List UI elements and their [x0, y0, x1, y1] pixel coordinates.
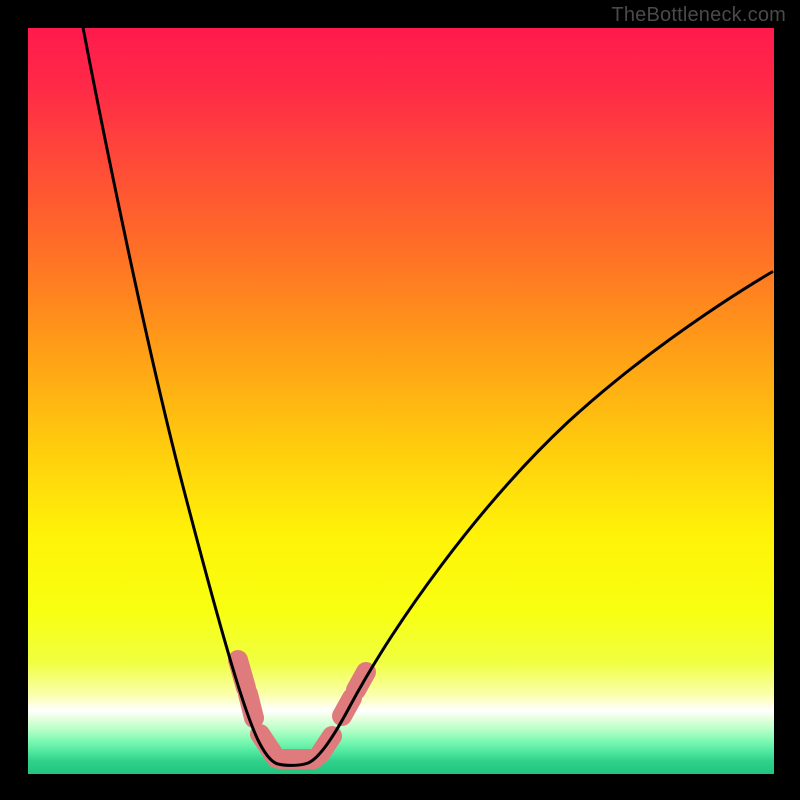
chart-svg	[28, 28, 774, 774]
chart-background	[28, 28, 774, 774]
watermark-text: TheBottleneck.com	[611, 4, 786, 27]
chart-plot-area	[28, 28, 774, 774]
marker-segment	[238, 660, 246, 688]
